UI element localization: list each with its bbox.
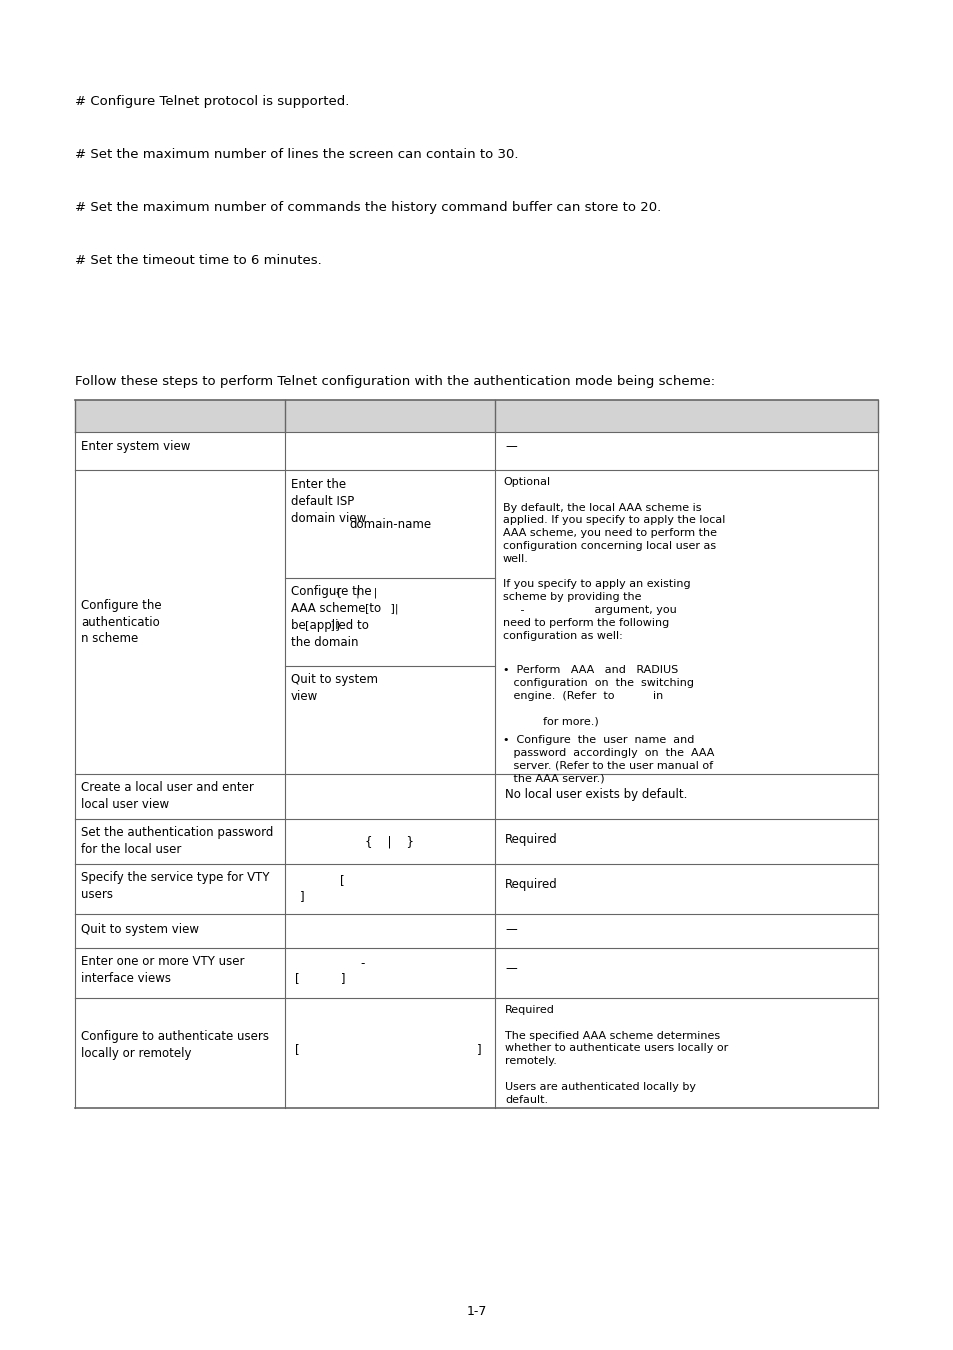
Text: —: — [504, 923, 517, 936]
Text: —: — [504, 963, 517, 975]
Text: Enter the
default ISP
domain view: Enter the default ISP domain view [291, 478, 366, 525]
Text: Follow these steps to perform Telnet configuration with the authentication mode : Follow these steps to perform Telnet con… [75, 375, 715, 387]
Text: for more.): for more.) [542, 717, 598, 728]
Text: Configure to authenticate users
locally or remotely: Configure to authenticate users locally … [81, 1030, 269, 1060]
Text: # Set the maximum number of commands the history command buffer can store to 20.: # Set the maximum number of commands the… [75, 201, 660, 215]
Text: Specify the service type for VTY
users: Specify the service type for VTY users [81, 871, 269, 900]
Text: -: - [359, 957, 364, 971]
Text: Configure the
AAA scheme to
be applied to
the domain: Configure the AAA scheme to be applied t… [291, 585, 381, 649]
Text: Enter one or more VTY user
interface views: Enter one or more VTY user interface vie… [81, 954, 244, 986]
Text: —: — [504, 440, 517, 454]
Text: {    |    |: { | | [335, 589, 377, 598]
Text: ]: ] [299, 890, 304, 903]
Text: [      ]}: [ ]} [305, 620, 341, 630]
Text: •  Configure  the  user  name  and
   password  accordingly  on  the  AAA
   ser: • Configure the user name and password a… [502, 734, 714, 783]
Text: Optional

By default, the local AAA scheme is
applied. If you specify to apply t: Optional By default, the local AAA schem… [502, 477, 724, 641]
Text: [: [ [339, 873, 344, 887]
Text: Required

The specified AAA scheme determines
whether to authenticate users loca: Required The specified AAA scheme determ… [504, 1004, 727, 1104]
Text: Quit to system
view: Quit to system view [291, 674, 377, 703]
Text: # Set the timeout time to 6 minutes.: # Set the timeout time to 6 minutes. [75, 254, 321, 267]
Text: {    |    }: { | } [365, 836, 414, 848]
Text: domain-name: domain-name [349, 517, 431, 531]
Text: # Set the maximum number of lines the screen can contain to 30.: # Set the maximum number of lines the sc… [75, 148, 518, 161]
Text: Required: Required [504, 833, 558, 846]
Text: No local user exists by default.: No local user exists by default. [504, 788, 687, 801]
Text: Quit to system view: Quit to system view [81, 923, 199, 936]
Text: •  Perform   AAA   and   RADIUS
   configuration  on  the  switching
   engine. : • Perform AAA and RADIUS configuration o… [502, 666, 693, 701]
Bar [75, 400, 877, 432]
Text: Required: Required [504, 878, 558, 891]
Text: Set the authentication password
for the local user: Set the authentication password for the … [81, 826, 274, 856]
Text: Create a local user and enter
local user view: Create a local user and enter local user… [81, 782, 253, 811]
Text: ]: ] [476, 1044, 481, 1056]
Text: [: [ [294, 1044, 299, 1056]
Text: [      ]|: [ ]| [365, 603, 398, 613]
Text: Enter system view: Enter system view [81, 440, 191, 454]
Text: Configure the
authenticatio
n scheme: Configure the authenticatio n scheme [81, 598, 161, 645]
Text: 1-7: 1-7 [466, 1305, 487, 1318]
Text: [           ]: [ ] [294, 972, 345, 986]
Text: # Configure Telnet protocol is supported.: # Configure Telnet protocol is supported… [75, 95, 349, 108]
